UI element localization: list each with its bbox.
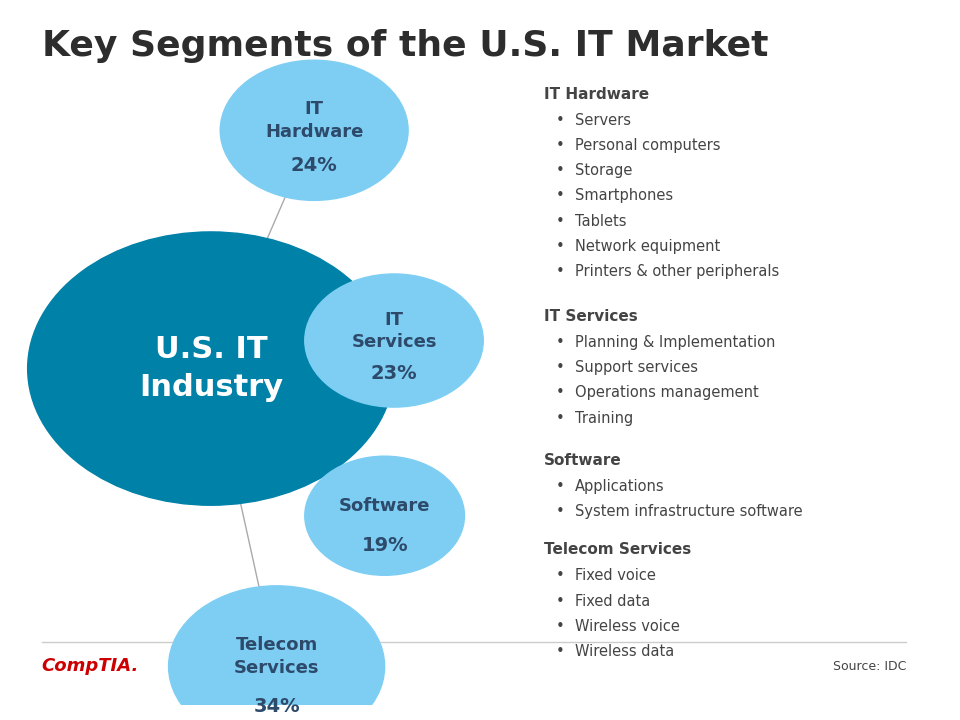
Text: Software: Software	[339, 497, 430, 515]
Text: Training: Training	[575, 410, 634, 426]
Text: Smartphones: Smartphones	[575, 189, 674, 204]
Text: U.S. IT
Industry: U.S. IT Industry	[139, 335, 283, 402]
Text: Fixed data: Fixed data	[575, 593, 651, 608]
Text: •: •	[556, 410, 564, 426]
Text: Printers & other peripherals: Printers & other peripherals	[575, 264, 780, 279]
Text: 24%: 24%	[291, 156, 338, 175]
Text: •: •	[556, 163, 564, 179]
Text: Key Segments of the U.S. IT Market: Key Segments of the U.S. IT Market	[41, 29, 768, 63]
Text: •: •	[556, 385, 564, 400]
Text: Storage: Storage	[575, 163, 633, 179]
Text: •: •	[556, 618, 564, 634]
Text: Network equipment: Network equipment	[575, 239, 721, 254]
Text: IT
Services: IT Services	[351, 310, 437, 351]
Circle shape	[169, 586, 385, 720]
Circle shape	[304, 274, 483, 407]
Text: •: •	[556, 214, 564, 229]
Text: IT Hardware: IT Hardware	[544, 87, 650, 102]
Text: Software: Software	[544, 453, 622, 468]
Text: 19%: 19%	[361, 536, 408, 555]
Circle shape	[304, 456, 465, 575]
Text: •: •	[556, 568, 564, 583]
Circle shape	[220, 60, 408, 200]
Text: Tablets: Tablets	[575, 214, 627, 229]
Text: •: •	[556, 360, 564, 375]
Circle shape	[28, 232, 394, 505]
Text: Fixed voice: Fixed voice	[575, 568, 657, 583]
Text: 34%: 34%	[253, 697, 300, 716]
Text: •: •	[556, 335, 564, 350]
Text: IT
Hardware: IT Hardware	[265, 100, 363, 140]
Text: Personal computers: Personal computers	[575, 138, 721, 153]
Text: Operations management: Operations management	[575, 385, 759, 400]
Text: System infrastructure software: System infrastructure software	[575, 504, 803, 519]
Text: •: •	[556, 644, 564, 659]
Text: 23%: 23%	[371, 364, 418, 383]
Text: •: •	[556, 138, 564, 153]
Text: •: •	[556, 189, 564, 204]
Text: •: •	[556, 264, 564, 279]
Text: Telecom
Services: Telecom Services	[234, 636, 320, 677]
Text: Source: IDC: Source: IDC	[832, 660, 906, 673]
Text: •: •	[556, 113, 564, 127]
Text: Applications: Applications	[575, 479, 665, 494]
Text: •: •	[556, 504, 564, 519]
Text: Support services: Support services	[575, 360, 698, 375]
Text: Servers: Servers	[575, 113, 632, 127]
Text: •: •	[556, 239, 564, 254]
Text: Wireless data: Wireless data	[575, 644, 675, 659]
Text: Planning & Implementation: Planning & Implementation	[575, 335, 776, 350]
Text: •: •	[556, 479, 564, 494]
Text: IT Services: IT Services	[544, 309, 638, 324]
Text: Telecom Services: Telecom Services	[544, 542, 691, 557]
Text: •: •	[556, 593, 564, 608]
Text: Wireless voice: Wireless voice	[575, 618, 681, 634]
Text: CompTIA.: CompTIA.	[41, 657, 139, 675]
